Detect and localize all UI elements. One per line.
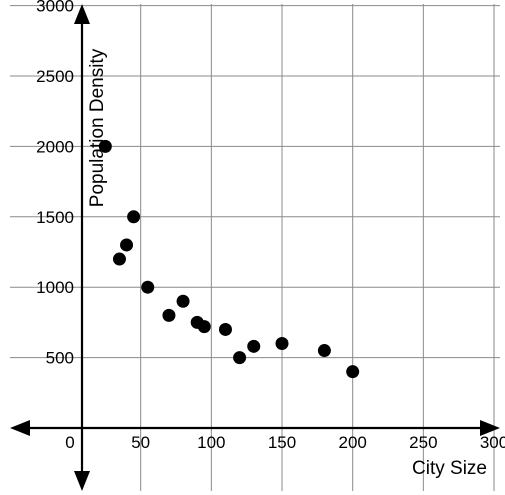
data-points — [98, 139, 360, 379]
data-point-9 — [218, 322, 232, 336]
y-tick-label-2000: 2000 — [36, 137, 74, 156]
data-point-11 — [247, 339, 261, 353]
y-tick-label-1500: 1500 — [36, 208, 74, 227]
data-point-0 — [98, 139, 112, 153]
y-tick-label-500: 500 — [46, 349, 74, 368]
x-axis-arrow-left — [10, 420, 30, 436]
tick-labels: 0 50 100 150 200 250 300 500 1000 1500 2000 2500 300… — [36, 0, 505, 452]
data-point-8 — [197, 320, 211, 334]
x-tick-label-200: 200 — [338, 433, 366, 452]
y-axis-arrow-down — [74, 471, 90, 491]
data-point-2 — [120, 238, 134, 252]
data-point-6 — [176, 294, 190, 308]
data-point-4 — [141, 280, 155, 294]
data-point-13 — [317, 344, 331, 358]
data-point-5 — [162, 308, 176, 322]
data-point-3 — [127, 210, 141, 224]
y-tick-label-1000: 1000 — [36, 278, 74, 297]
x-tick-label-100: 100 — [197, 433, 225, 452]
x-tick-label-300: 300 — [480, 433, 505, 452]
y-tick-label-2500: 2500 — [36, 67, 74, 86]
data-point-1 — [112, 252, 126, 266]
data-point-14 — [346, 365, 360, 379]
grid — [10, 4, 500, 491]
x-tick-label-250: 250 — [409, 433, 437, 452]
x-axis-label: City Size — [412, 458, 487, 479]
data-point-10 — [233, 351, 247, 365]
x-tick-label-50: 50 — [131, 433, 150, 452]
data-point-12 — [275, 337, 289, 351]
x-tick-label-0: 0 — [65, 433, 74, 452]
y-axis-label: Population Density — [87, 48, 108, 207]
y-axis-arrow-up — [74, 4, 90, 24]
axes — [10, 4, 500, 491]
y-tick-label-3000: 3000 — [36, 0, 74, 16]
x-tick-label-150: 150 — [268, 433, 296, 452]
x-axis-arrow-right — [480, 420, 500, 436]
